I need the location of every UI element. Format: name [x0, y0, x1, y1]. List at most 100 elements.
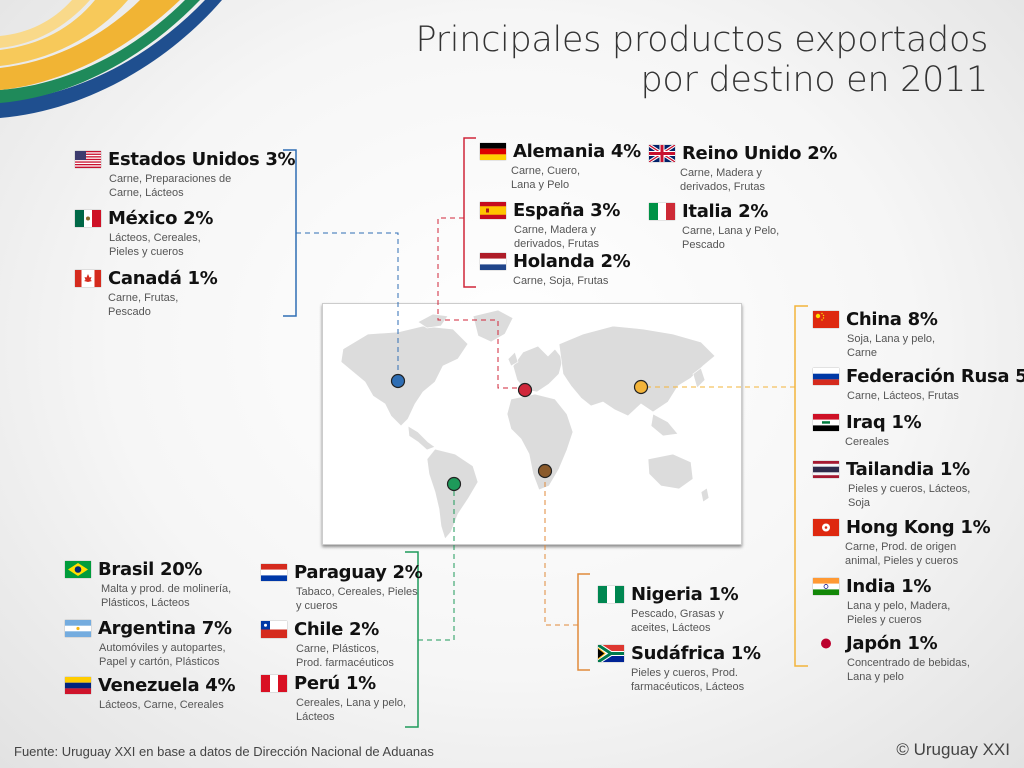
country-products: Carne, Lácteos, Frutas: [847, 390, 959, 402]
country-products: Carne, Madera y derivados, Frutas: [514, 224, 599, 250]
country-products: Pieles y cueros, Lácteos, Soja: [848, 483, 971, 509]
country-products: Cereales, Lana y pelo, Lácteos: [296, 697, 407, 723]
world-map-graphic: [340, 309, 716, 540]
country-name: España 3%: [513, 200, 621, 221]
corner-stripes-decoration: [0, 0, 222, 118]
country-name: Reino Unido 2%: [682, 143, 838, 164]
country-name: Brasil 20%: [98, 559, 203, 580]
world-map: [322, 303, 742, 545]
europe-connector: [437, 217, 524, 389]
source-footnote: Fuente: Uruguay XXI en base a datos de D…: [14, 744, 434, 759]
africa-bracket: [577, 573, 590, 671]
country-name: Italia 2%: [682, 201, 769, 222]
country-products: Carne, Cuero, Lana y Pelo: [511, 165, 581, 191]
country-hong-kong: Hong Kong 1% Carne, Prod. de origen anima…: [813, 517, 991, 568]
page-title: Principales productos exportados por des…: [415, 20, 988, 100]
country-name: China 8%: [846, 309, 938, 330]
africa-connector: [544, 477, 578, 626]
us-flag-icon: [75, 151, 101, 168]
country-products: Soja, Lana y pelo, Carne: [847, 333, 936, 359]
country-name: Sudáfrica 1%: [631, 643, 761, 664]
country-products: Carne, Preparaciones de Carne, Lácteos: [109, 173, 232, 199]
country-products: Lácteos, Carne, Cereales: [99, 699, 224, 711]
india-flag-icon: [813, 578, 839, 595]
country-name: Argentina 7%: [98, 618, 232, 639]
asia-bracket: [794, 305, 808, 667]
japan-flag-icon: [813, 635, 839, 652]
country-products: Malta y prod. de molinería, Plásticos, Lá…: [101, 583, 232, 609]
hongkong-flag-icon: [813, 519, 839, 536]
mexico-flag-icon: [75, 210, 101, 227]
country-name: India 1%: [846, 576, 932, 597]
south-america-marker: [446, 476, 462, 492]
country-products: Cereales: [845, 436, 890, 448]
country-chile: Chile 2% Carne, Plásticos, Prod. farmacéu…: [261, 619, 394, 670]
chile-flag-icon: [261, 621, 287, 638]
country-name: Tailandia 1%: [846, 459, 970, 480]
country-name: Nigeria 1%: [631, 584, 739, 605]
uk-flag-icon: [649, 145, 675, 162]
north-america-connector: [296, 232, 399, 380]
country-products: Automóviles y autopartes, Papel y cartón,…: [99, 642, 226, 668]
country-japon: Japón 1% Concentrado de bebidas, Lana y p…: [813, 633, 970, 684]
country-peru: Perú 1% Cereales, Lana y pelo, Lácteos: [261, 673, 406, 724]
country-name: Canadá 1%: [108, 268, 218, 289]
asia-marker: [633, 379, 649, 395]
country-products: Carne, Soja, Frutas: [513, 275, 609, 287]
country-name: Holanda 2%: [513, 251, 631, 272]
country-name: Venezuela 4%: [98, 675, 236, 696]
country-argentina: Argentina 7% Automóviles y autopartes, Pa…: [65, 618, 232, 669]
country-paraguay: Paraguay 2% Tabaco, Cereales, Pieles y cu…: [261, 562, 423, 613]
south-america-connector: [418, 490, 455, 641]
copyright-notice: © Uruguay XXI: [896, 740, 1010, 759]
title-line-1: Principales productos exportados: [415, 20, 988, 60]
country-name: Paraguay 2%: [294, 562, 423, 583]
country-italia: Italia 2% Carne, Lana y Pelo, Pescado: [649, 201, 779, 252]
country-iraq: Iraq 1% Cereales: [813, 412, 922, 449]
country-products: Carne, Frutas, Pescado: [108, 292, 179, 318]
country-name: México 2%: [108, 208, 214, 229]
country-products: Lácteos, Cereales, Pieles y cueros: [109, 232, 201, 258]
country-espana: España 3% Carne, Madera y derivados, Frut…: [480, 200, 620, 251]
country-sudafrica: Sudáfrica 1% Pieles y cueros, Prod. farma…: [598, 643, 761, 694]
country-holanda: Holanda 2% Carne, Soja, Frutas: [480, 251, 631, 288]
country-name: Hong Kong 1%: [846, 517, 991, 538]
country-name: Japón 1%: [846, 633, 938, 654]
country-products: Pescado, Grasas y aceites, Lácteos: [631, 608, 724, 634]
argentina-flag-icon: [65, 620, 91, 637]
paraguay-flag-icon: [261, 564, 287, 581]
country-products: Carne, Madera y derivados, Frutas: [680, 167, 765, 193]
europe-marker: [517, 382, 533, 398]
country-products: Carne, Prod. de origen animal, Pieles y c…: [845, 541, 959, 567]
country-venezuela: Venezuela 4% Lácteos, Carne, Cereales: [65, 675, 236, 712]
peru-flag-icon: [261, 675, 287, 692]
country-products: Pieles y cueros, Prod. farmacéuticos, Lác…: [631, 667, 745, 693]
country-name: Federación Rusa 5%: [846, 366, 1024, 387]
north-america-marker: [390, 373, 406, 389]
title-line-2: por destino en 2011: [640, 60, 988, 100]
country-name: Perú 1%: [294, 673, 376, 694]
germany-flag-icon: [480, 143, 506, 160]
country-products: Concentrado de bebidas, Lana y pelo: [847, 657, 970, 683]
netherlands-flag-icon: [480, 253, 506, 270]
southafrica-flag-icon: [598, 645, 624, 662]
nigeria-flag-icon: [598, 586, 624, 603]
country-name: Iraq 1%: [846, 412, 922, 433]
country-india: India 1% Lana y pelo, Madera, Pieles y cu…: [813, 576, 950, 627]
china-flag-icon: [813, 311, 839, 328]
country-products: Lana y pelo, Madera, Pieles y cueros: [847, 600, 951, 626]
country-nigeria: Nigeria 1% Pescado, Grasas y aceites, Lác…: [598, 584, 739, 635]
country-china: China 8% Soja, Lana y pelo, Carne: [813, 309, 938, 360]
country-brasil: Brasil 20% Malta y prod. de molinería, Pl…: [65, 559, 231, 610]
iraq-flag-icon: [813, 414, 839, 431]
venezuela-flag-icon: [65, 677, 91, 694]
country-name: Estados Unidos 3%: [108, 149, 296, 170]
country-estados-unidos: Estados Unidos 3% Carne, Preparaciones d…: [75, 149, 296, 200]
country-name: Chile 2%: [294, 619, 379, 640]
country-products: Carne, Plásticos, Prod. farmacéuticos: [296, 643, 394, 669]
spain-flag-icon: [480, 202, 506, 219]
europe-bracket: [463, 137, 476, 288]
russia-flag-icon: [813, 368, 839, 385]
country-federacion-rusa: Federación Rusa 5% Carne, Lácteos, Fruta…: [813, 366, 1024, 403]
